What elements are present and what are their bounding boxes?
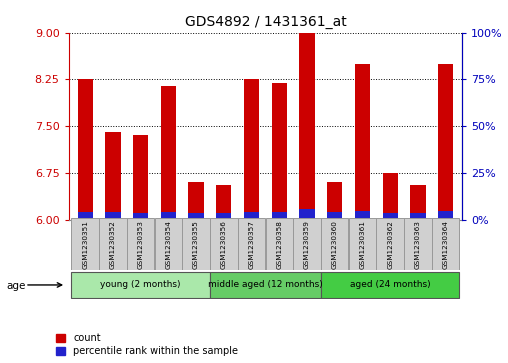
- FancyBboxPatch shape: [293, 218, 321, 270]
- Bar: [299, 33, 314, 220]
- Bar: [438, 64, 453, 220]
- Text: GSM1230353: GSM1230353: [138, 220, 144, 269]
- Text: GSM1230352: GSM1230352: [110, 220, 116, 269]
- Text: GSM1230357: GSM1230357: [248, 220, 255, 269]
- Title: GDS4892 / 1431361_at: GDS4892 / 1431361_at: [184, 15, 346, 29]
- FancyBboxPatch shape: [210, 218, 238, 270]
- Text: GSM1230356: GSM1230356: [221, 220, 227, 269]
- Text: GSM1230364: GSM1230364: [442, 220, 449, 269]
- Bar: [188, 182, 204, 220]
- FancyBboxPatch shape: [72, 272, 210, 298]
- Bar: [244, 79, 259, 220]
- Bar: [327, 182, 342, 220]
- Bar: [438, 211, 453, 220]
- Text: age: age: [6, 281, 25, 291]
- FancyBboxPatch shape: [376, 218, 404, 270]
- FancyBboxPatch shape: [321, 218, 348, 270]
- Bar: [78, 79, 93, 220]
- Text: GSM1230358: GSM1230358: [276, 220, 282, 269]
- Text: GSM1230363: GSM1230363: [415, 220, 421, 269]
- Bar: [161, 86, 176, 220]
- Bar: [105, 132, 120, 220]
- Bar: [410, 213, 426, 220]
- Bar: [78, 212, 93, 220]
- Text: GSM1230362: GSM1230362: [387, 220, 393, 269]
- Bar: [355, 64, 370, 220]
- FancyBboxPatch shape: [182, 218, 210, 270]
- Bar: [272, 212, 287, 220]
- Bar: [133, 135, 148, 220]
- FancyBboxPatch shape: [238, 218, 265, 270]
- FancyBboxPatch shape: [154, 218, 182, 270]
- Bar: [272, 82, 287, 220]
- Text: GSM1230351: GSM1230351: [82, 220, 88, 269]
- Bar: [383, 213, 398, 220]
- Text: aged (24 months): aged (24 months): [350, 281, 430, 289]
- Text: GSM1230361: GSM1230361: [360, 220, 365, 269]
- Bar: [383, 173, 398, 220]
- Legend: count, percentile rank within the sample: count, percentile rank within the sample: [56, 333, 238, 356]
- FancyBboxPatch shape: [266, 218, 293, 270]
- Bar: [188, 213, 204, 220]
- Text: GSM1230354: GSM1230354: [166, 220, 171, 269]
- Bar: [355, 211, 370, 220]
- FancyBboxPatch shape: [99, 218, 126, 270]
- Text: GSM1230355: GSM1230355: [193, 220, 199, 269]
- Bar: [244, 212, 259, 220]
- FancyBboxPatch shape: [432, 218, 459, 270]
- Text: middle aged (12 months): middle aged (12 months): [208, 281, 323, 289]
- FancyBboxPatch shape: [404, 218, 432, 270]
- Bar: [161, 212, 176, 220]
- FancyBboxPatch shape: [321, 272, 459, 298]
- FancyBboxPatch shape: [72, 218, 99, 270]
- Text: young (2 months): young (2 months): [101, 281, 181, 289]
- Bar: [216, 185, 232, 220]
- FancyBboxPatch shape: [127, 218, 154, 270]
- Bar: [299, 209, 314, 220]
- FancyBboxPatch shape: [210, 272, 321, 298]
- Text: GSM1230360: GSM1230360: [332, 220, 338, 269]
- Bar: [133, 213, 148, 220]
- Text: GSM1230359: GSM1230359: [304, 220, 310, 269]
- Bar: [105, 212, 120, 220]
- FancyBboxPatch shape: [349, 218, 376, 270]
- Bar: [216, 213, 232, 220]
- Bar: [327, 212, 342, 220]
- Bar: [410, 185, 426, 220]
